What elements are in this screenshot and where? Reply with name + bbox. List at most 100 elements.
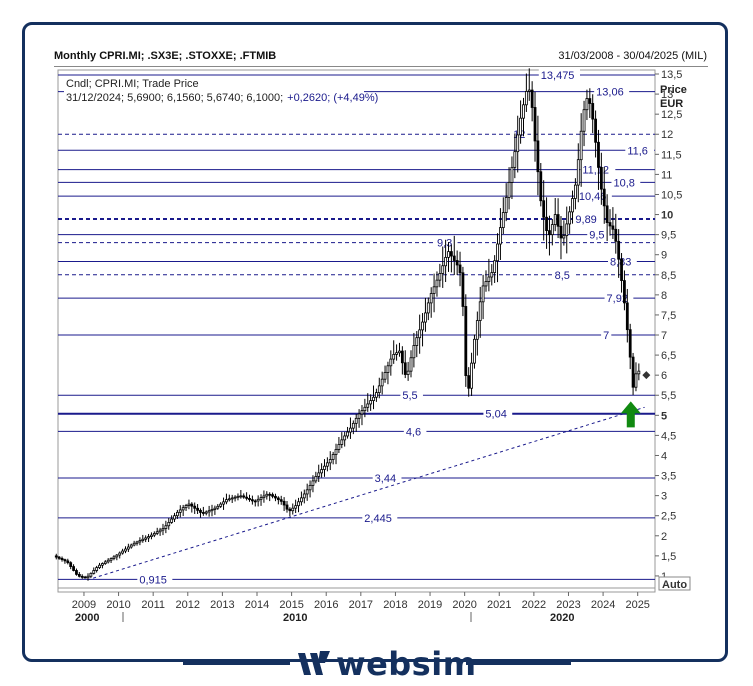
level-label: 5,04: [485, 409, 506, 421]
candle-body: [331, 454, 335, 460]
candle-body: [363, 406, 367, 412]
level-label-bg: [538, 69, 580, 82]
candle-body: [579, 130, 583, 161]
candle-body: [409, 357, 413, 372]
candle-body: [118, 552, 122, 556]
candle-body: [98, 564, 101, 569]
y-tick-label: 3: [661, 491, 667, 503]
candle-body: [144, 537, 148, 540]
candle-body: [181, 507, 185, 511]
level-label-bg: [580, 163, 616, 176]
level-label-bg: [434, 236, 458, 249]
candle-body: [481, 285, 485, 303]
level-label-bg: [587, 228, 610, 241]
candle-body: [150, 534, 153, 537]
candle-body: [170, 518, 174, 523]
candles: [54, 68, 651, 581]
candle-body: [268, 493, 272, 496]
candle-body: [69, 562, 73, 567]
candle-body: [216, 505, 220, 509]
candle-body: [360, 410, 364, 415]
x-tick-label: 2012: [176, 599, 200, 611]
y-tick-label: 2,5: [661, 511, 676, 523]
candle-body: [343, 435, 347, 441]
candle-body: [568, 211, 572, 225]
y-tick-label: 10: [661, 210, 673, 222]
candle-body: [175, 511, 179, 517]
candle-body: [138, 540, 142, 543]
candle-body: [236, 495, 240, 498]
candle-body: [126, 546, 130, 550]
candle-body: [297, 501, 300, 507]
candle-body: [323, 465, 326, 470]
logo-rule-right: [466, 662, 571, 665]
level-label: 4,6: [406, 426, 421, 438]
x-tick-label: 2023: [556, 599, 580, 611]
candle-body: [276, 497, 280, 501]
candle-body: [585, 98, 589, 111]
candle-body: [565, 223, 569, 237]
x-tick-label: 2021: [487, 599, 511, 611]
candle-body: [438, 273, 442, 281]
candle-body: [187, 503, 191, 506]
level-label: 0,915: [139, 574, 167, 586]
candle-body: [432, 286, 436, 294]
candle-body: [444, 256, 448, 267]
candle-body: [475, 320, 479, 340]
level-label: 5,5: [402, 390, 417, 402]
candle-body: [164, 525, 168, 529]
candle-body: [464, 306, 468, 377]
candle-body: [372, 396, 375, 401]
x-decade-label: 2020: [550, 612, 574, 624]
level-label: 7: [603, 330, 609, 342]
candle-body: [611, 225, 615, 230]
candle-body: [317, 472, 321, 477]
candle-body: [129, 544, 133, 548]
candle-body: [536, 140, 540, 173]
candle-body: [605, 205, 609, 223]
candle-body: [201, 512, 205, 514]
candle-body: [467, 375, 471, 389]
candle-body: [63, 559, 67, 562]
auto-scale-button[interactable]: [658, 576, 691, 591]
candle-body: [418, 329, 422, 339]
level-label-bg: [552, 268, 576, 281]
level-label-bg: [137, 573, 173, 586]
logo-rule-left: [183, 662, 290, 665]
legend-change: +0,2620; (+4,49%): [287, 92, 378, 104]
candle-body: [328, 459, 332, 464]
candle-body: [527, 89, 531, 92]
candle-body: [351, 422, 355, 429]
candle-body: [424, 312, 427, 323]
candle-body: [308, 484, 312, 491]
level-lines: 13,47513,061211,611,1210,810,469,899,59,…: [57, 69, 656, 593]
y-tick-label: 5,5: [661, 390, 676, 402]
candle-body: [484, 281, 488, 287]
y-tick-label: 6,5: [661, 350, 676, 362]
candle-body: [89, 572, 93, 577]
candle-body: [83, 576, 87, 579]
candle-body: [452, 255, 456, 261]
candle-body: [403, 362, 407, 375]
level-label: 13,475: [541, 70, 575, 82]
x-axis: 2009 2010 2011 2012 2013 2014 2015 2016 2017 2018…: [72, 592, 650, 624]
candle-body: [225, 499, 228, 503]
candle-body: [374, 392, 378, 398]
legend-bg: [64, 76, 364, 104]
y-tick-label: 8,5: [661, 270, 676, 282]
candle-body: [441, 265, 445, 274]
chart-header-title: Monthly CPRI.MI; .SX3E; .STOXXE; .FTMIB: [54, 50, 277, 62]
candle-body: [250, 499, 254, 502]
candle-body: [302, 493, 306, 499]
candle-body: [522, 104, 525, 119]
trendline: [87, 406, 645, 581]
candle-body: [545, 216, 548, 232]
y-axis: Price EUR 13,5 13 12,5 12 11,5 11 10,5 10 9,5 9 8,5 8…: [655, 69, 691, 591]
x-tick-label: 2022: [522, 599, 546, 611]
candle-body: [285, 504, 289, 510]
candle-body: [426, 302, 430, 314]
y-tick-label: 12: [661, 129, 673, 141]
y-tick-label: 11,5: [661, 149, 682, 161]
candle-body: [574, 184, 577, 199]
